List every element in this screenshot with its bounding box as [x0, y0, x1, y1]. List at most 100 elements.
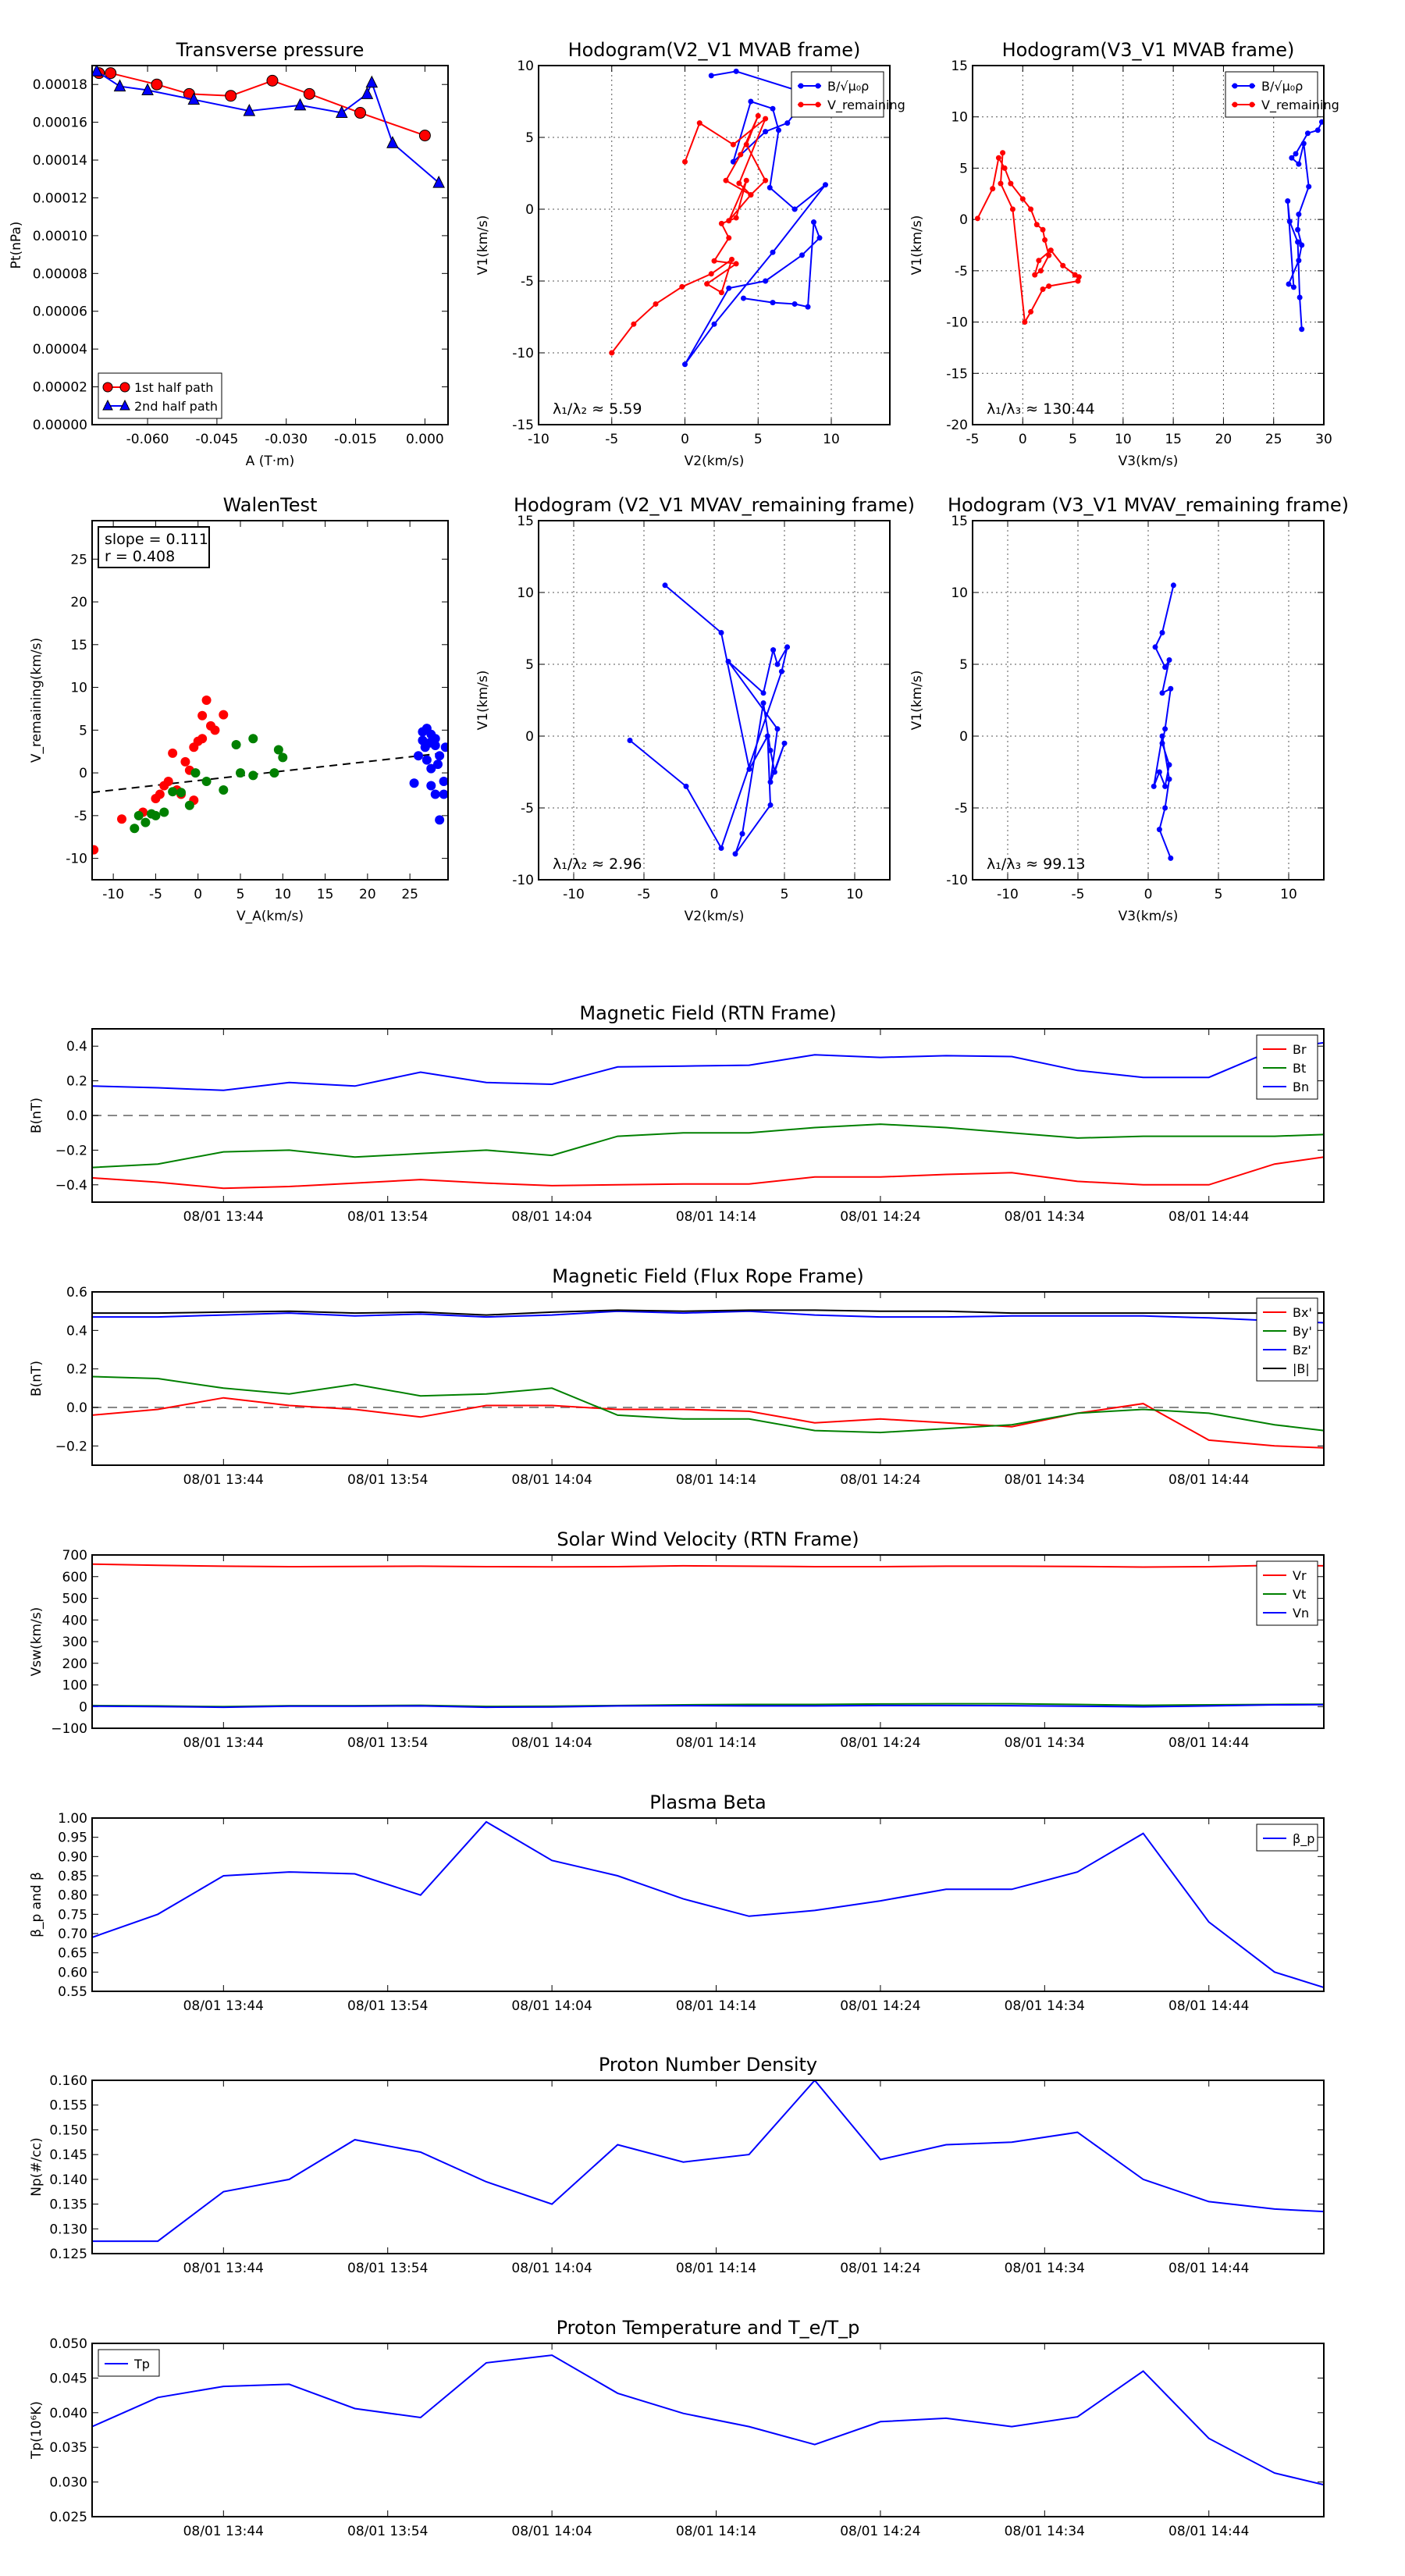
data-point	[609, 350, 615, 356]
data-point	[225, 90, 237, 102]
data-point	[1060, 262, 1066, 269]
data-layer	[974, 119, 1324, 333]
y-tick-label: 0.00018	[33, 77, 87, 93]
legend-marker	[1249, 83, 1255, 89]
axes-frame	[91, 1817, 1325, 1992]
data-point	[974, 215, 980, 222]
data-point	[361, 87, 374, 99]
data-point	[168, 787, 178, 797]
chart-title: Solar Wind Velocity (RTN Frame)	[557, 1528, 859, 1550]
data-point	[725, 658, 731, 664]
y-tick-label: 0.00014	[33, 153, 87, 169]
x-tick-label: 08/01 14:44	[1168, 2261, 1249, 2276]
data-point	[746, 766, 752, 772]
data-point	[168, 748, 178, 758]
y-tick-label: -5	[74, 809, 87, 824]
chart-tp_temp: 08/01 13:44 08/01 13:54 08/01 14:04 08/01 1…	[29, 2317, 1325, 2539]
x-tick-label: 0	[1144, 887, 1153, 902]
y-axis-label: V1(km/s)	[909, 671, 925, 731]
legend: Vr Vt Vn	[1256, 1560, 1318, 1626]
x-tick-label: 5	[1069, 432, 1077, 447]
series-line	[92, 1310, 1324, 1324]
y-tick-label: 0	[959, 212, 968, 228]
y-axis-label: B(nT)	[29, 1361, 44, 1397]
data-point	[1299, 326, 1305, 333]
x-tick-label: 5	[1215, 887, 1223, 902]
y-tick-label: 700	[62, 1548, 87, 1564]
y-axis-label: Np(#/cc)	[29, 2137, 44, 2196]
data-point	[1166, 656, 1172, 663]
x-tick-label: 5	[781, 887, 789, 902]
data-point	[704, 281, 710, 287]
x-tick-label: 08/01 14:04	[511, 1209, 592, 1225]
data-point	[420, 742, 430, 753]
x-tick-label: 08/01 13:44	[183, 2524, 264, 2539]
data-point	[386, 136, 399, 148]
chart-title: Hodogram (V2_V1 MVAV_remaining frame)	[514, 494, 915, 516]
data-point	[176, 788, 186, 798]
x-tick-label: 08/01 14:04	[511, 1472, 592, 1488]
y-axis-label: V_remaining(km/s)	[29, 638, 44, 763]
data-point	[1289, 155, 1295, 161]
data-point	[1046, 252, 1052, 258]
data-point	[409, 778, 419, 788]
chart-annotation: λ₁/λ₃ ≈ 130.44	[987, 400, 1095, 418]
data-point	[778, 668, 784, 674]
data-point	[236, 768, 245, 778]
chart-beta: 08/01 13:44 08/01 13:54 08/01 14:04 08/01 1…	[29, 1791, 1325, 2014]
y-tick-label: 5	[959, 161, 968, 176]
x-tick-label: 08/01 14:04	[511, 2261, 592, 2276]
x-tick-label: 08/01 13:44	[183, 1472, 264, 1488]
data-point	[248, 734, 258, 744]
x-tick-label: 08/01 14:24	[840, 1472, 920, 1488]
data-point	[1028, 206, 1034, 212]
data-point	[998, 180, 1004, 187]
data-point	[811, 219, 816, 226]
legend-label: Bt	[1293, 1061, 1306, 1076]
y-tick-label: 0.00010	[33, 229, 87, 244]
data-point	[1318, 119, 1324, 125]
legend-box	[791, 71, 884, 118]
data-point	[770, 105, 776, 112]
data-point	[163, 777, 173, 787]
data-point	[1295, 239, 1301, 245]
data-point	[219, 785, 229, 795]
data-point	[1000, 150, 1006, 156]
data-point	[1296, 258, 1302, 264]
x-tick-label: 08/01 14:24	[840, 2524, 920, 2539]
data-point	[760, 690, 767, 696]
x-tick-label: 08/01 14:24	[840, 2261, 920, 2276]
chart-title: WalenTest	[223, 494, 318, 516]
data-point	[159, 807, 169, 817]
legend-label: 1st half path	[134, 380, 213, 395]
data-point	[767, 747, 774, 753]
y-tick-label: 0.80	[58, 1888, 87, 1904]
data-point	[187, 92, 201, 105]
x-tick-label: -0.045	[195, 432, 238, 447]
y-tick-label: 0	[79, 766, 87, 781]
data-point	[1285, 197, 1291, 204]
legend-label: Bx'	[1293, 1305, 1312, 1320]
legend-label: β_p	[1293, 1831, 1314, 1847]
data-point	[774, 661, 781, 667]
x-tick-label: 10	[274, 887, 291, 902]
y-tick-label: 10	[517, 59, 534, 74]
data-point	[418, 130, 431, 142]
series-line	[92, 1041, 1324, 1091]
legend: β_p	[1256, 1823, 1318, 1852]
data-point	[1076, 274, 1082, 280]
data-point	[736, 180, 742, 187]
data-point	[743, 177, 749, 183]
y-tick-label: 0.00002	[33, 380, 87, 396]
x-tick-label: 08/01 13:54	[347, 1735, 428, 1751]
legend: Tp	[98, 2349, 160, 2377]
x-tick-label: 08/01 13:44	[183, 2261, 264, 2276]
data-point	[1290, 284, 1297, 290]
axes-frame	[538, 65, 891, 425]
data-point	[440, 742, 448, 753]
x-axis-label: V3(km/s)	[1119, 454, 1179, 469]
y-tick-label: 100	[62, 1678, 87, 1694]
y-tick-label: 0.030	[49, 2475, 87, 2491]
